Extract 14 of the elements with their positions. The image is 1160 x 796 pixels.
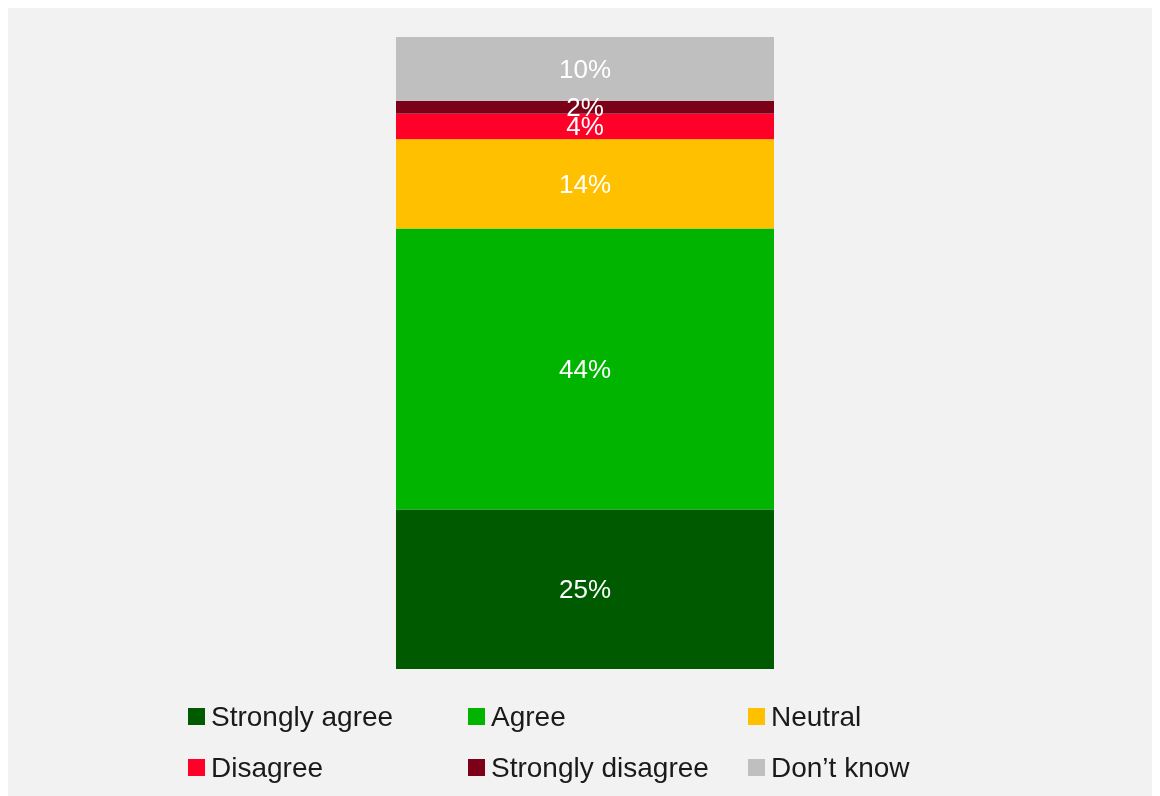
legend-label: Agree bbox=[491, 700, 566, 732]
legend-label: Don’t know bbox=[771, 751, 911, 783]
data-label: 10% bbox=[558, 54, 612, 85]
bar bbox=[396, 100, 774, 114]
bar bbox=[396, 509, 774, 669]
bar bbox=[396, 139, 774, 229]
data-label: 14% bbox=[558, 168, 612, 199]
data-label: 44% bbox=[558, 354, 612, 385]
legend-label: Strongly disagree bbox=[491, 751, 709, 783]
data-label: 25% bbox=[558, 574, 612, 605]
legend-label: Neutral bbox=[771, 700, 862, 732]
bar bbox=[396, 228, 774, 510]
legend-label: Disagree bbox=[211, 751, 324, 783]
legend-label: Strongly agree bbox=[211, 700, 394, 732]
